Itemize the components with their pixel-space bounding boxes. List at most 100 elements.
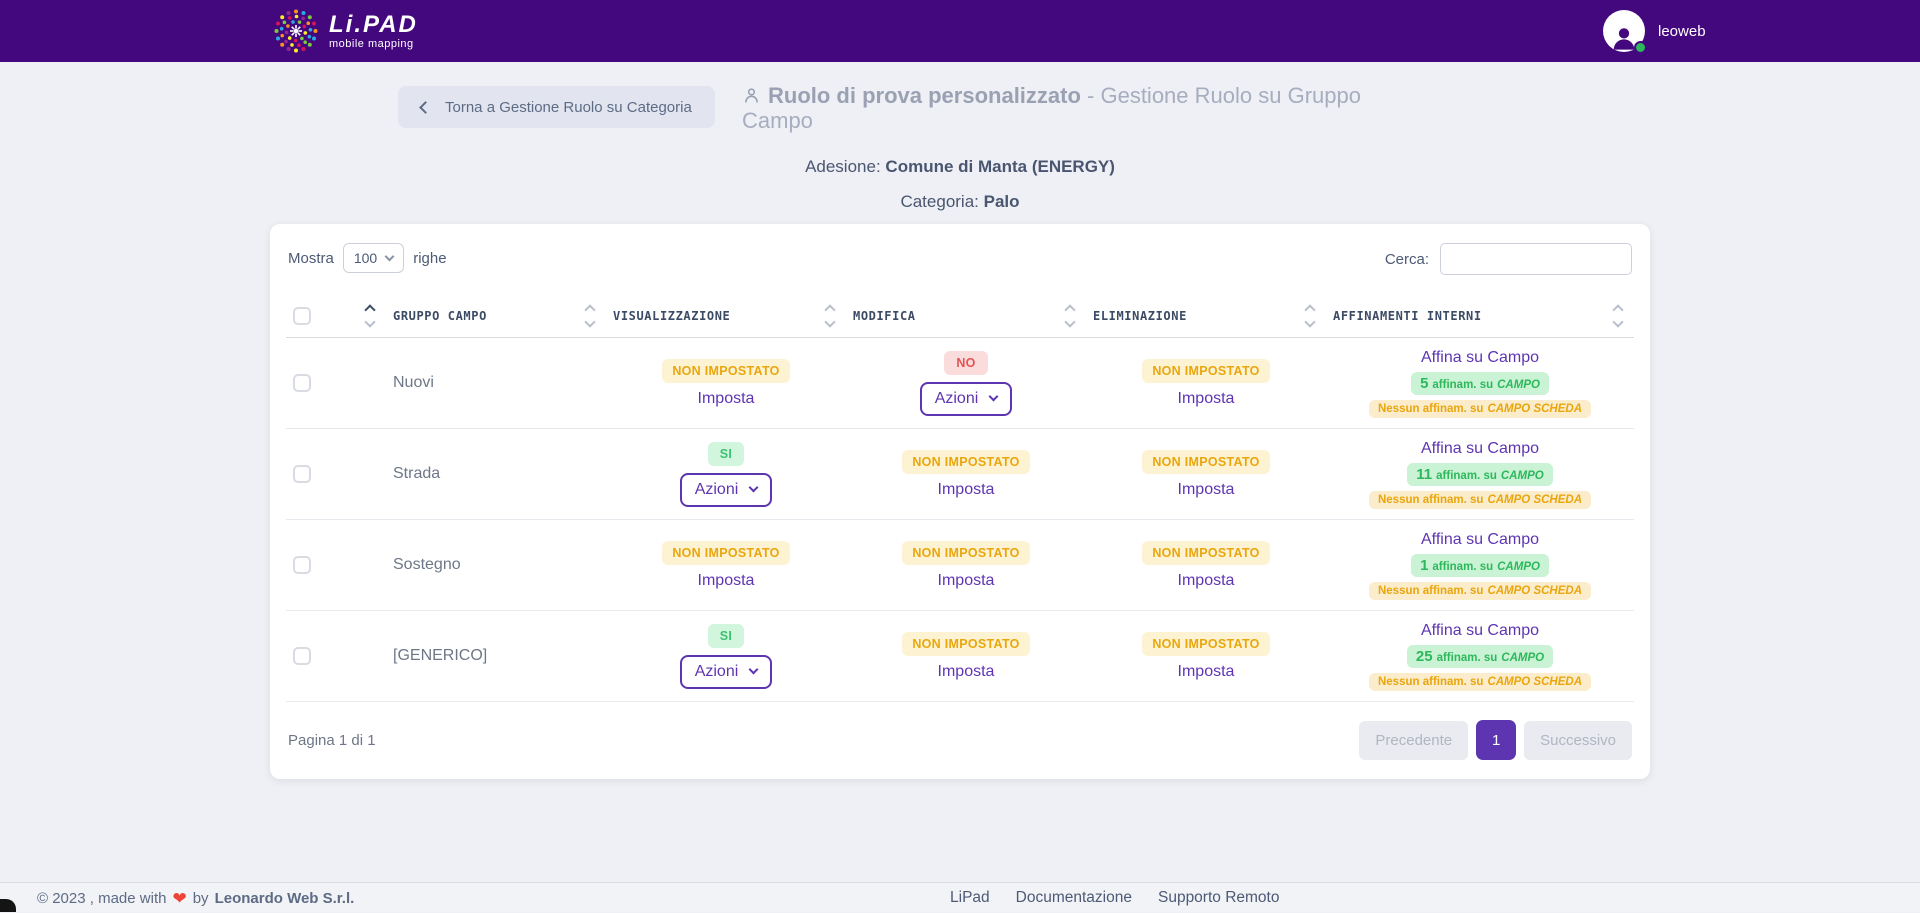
- affina-su-campo-link[interactable]: Affina su Campo: [1421, 439, 1539, 457]
- footer-link-lipad[interactable]: LiPad: [950, 889, 990, 906]
- sort-icons: [824, 303, 836, 328]
- chevron-down-icon: [988, 391, 999, 402]
- gruppo-campo-name: Sostegno: [393, 556, 461, 573]
- affinamenti-count: 1: [1420, 556, 1429, 574]
- table-header-row: GRUPPO CAMPO VISUALIZZAZIONE MODIFICA EL…: [286, 294, 1634, 338]
- copyright: © 2023 , made with ❤ by Leonardo Web S.r…: [37, 888, 355, 908]
- browser-statusbar-artifact: [0, 899, 16, 912]
- footer-link-documentazione[interactable]: Documentazione: [1015, 889, 1132, 906]
- imposta-link[interactable]: Imposta: [937, 571, 995, 589]
- imposta-link[interactable]: Imposta: [697, 389, 755, 407]
- header-eliminazione[interactable]: ELIMINAZIONE: [1086, 294, 1326, 337]
- table-row: Nuovi NON IMPOSTATO Imposta NO Azioni NO…: [286, 338, 1634, 429]
- sort-icons: [584, 303, 596, 328]
- header-gruppo-campo[interactable]: GRUPPO CAMPO: [386, 294, 606, 337]
- current-page-button[interactable]: 1: [1476, 720, 1517, 760]
- azioni-dropdown[interactable]: Azioni: [679, 654, 773, 689]
- row-checkbox[interactable]: [293, 374, 311, 392]
- chevron-down-icon: [748, 482, 759, 493]
- search-label: Cerca:: [1384, 250, 1429, 268]
- azioni-dropdown[interactable]: Azioni: [919, 381, 1013, 416]
- header-affinamenti-interni[interactable]: AFFINAMENTI INTERNI: [1326, 294, 1634, 337]
- affina-su-campo-link[interactable]: Affina su Campo: [1421, 348, 1539, 366]
- imposta-link[interactable]: Imposta: [937, 480, 995, 498]
- sort-desc-icon: [1612, 315, 1624, 328]
- table-controls: Mostra 100 righe Cerca:: [270, 224, 1650, 294]
- status-badge: SI: [707, 441, 745, 466]
- imposta-link[interactable]: Imposta: [697, 571, 755, 589]
- logo-title: Li.PAD: [329, 10, 418, 38]
- header-select-all[interactable]: [286, 294, 386, 337]
- imposta-link[interactable]: Imposta: [1177, 571, 1235, 589]
- status-badge: NON IMPOSTATO: [1142, 449, 1270, 474]
- page-size-value: 100: [353, 250, 378, 266]
- imposta-link[interactable]: Imposta: [1177, 662, 1235, 680]
- status-badge: NO: [944, 350, 988, 375]
- row-checkbox[interactable]: [293, 556, 311, 574]
- status-badge: NON IMPOSTATO: [902, 631, 1030, 656]
- row-checkbox[interactable]: [293, 465, 311, 483]
- status-badge: NON IMPOSTATO: [1142, 540, 1270, 565]
- sort-asc-icon: [1064, 303, 1076, 316]
- sort-icons: [364, 303, 376, 328]
- sort-desc-icon: [1304, 315, 1316, 328]
- affinamenti-count-badge: 1 affinam. su CAMPO: [1411, 553, 1549, 577]
- navbar: Li.PAD mobile mapping leoweb: [0, 0, 1920, 62]
- chevron-down-icon: [748, 664, 759, 675]
- affinamenti-count: 25: [1415, 647, 1433, 665]
- azioni-label: Azioni: [694, 662, 739, 680]
- sort-asc-icon: [364, 303, 376, 316]
- table-row: Sostegno NON IMPOSTATO Imposta NON IMPOS…: [286, 520, 1634, 611]
- azioni-dropdown[interactable]: Azioni: [679, 472, 773, 507]
- imposta-link[interactable]: Imposta: [937, 662, 995, 680]
- affina-su-campo-link[interactable]: Affina su Campo: [1421, 530, 1539, 548]
- sort-asc-icon: [1612, 303, 1624, 316]
- affina-su-campo-link[interactable]: Affina su Campo: [1421, 621, 1539, 639]
- affinamenti-count: 5: [1420, 374, 1429, 392]
- no-affinamenti-badge: Nessun affinam. su CAMPO SCHEDA: [1368, 490, 1591, 509]
- chevron-left-icon: [419, 100, 432, 114]
- azioni-label: Azioni: [694, 480, 739, 498]
- person-outline-icon: [745, 88, 758, 103]
- gruppo-campo-name: [GENERICO]: [393, 647, 488, 664]
- avatar[interactable]: [1603, 10, 1645, 52]
- imposta-link[interactable]: Imposta: [1177, 389, 1235, 407]
- page-title-suffix: - Gestione Ruolo su Gruppo Campo: [742, 83, 1361, 133]
- header-modifica[interactable]: MODIFICA: [846, 294, 1086, 337]
- online-status-dot: [1634, 41, 1647, 54]
- page-size-control: Mostra 100 righe: [288, 243, 447, 273]
- azioni-label: Azioni: [934, 389, 979, 407]
- footer-link-supporto-remoto[interactable]: Supporto Remoto: [1157, 889, 1280, 906]
- page-title: Ruolo di prova personalizzato - Gestione…: [742, 83, 1397, 133]
- no-affinamenti-badge: Nessun affinam. su CAMPO SCHEDA: [1368, 672, 1591, 691]
- company-name: Leonardo Web S.r.l.: [214, 889, 355, 907]
- pagination-info: Pagina 1 di 1: [288, 731, 376, 749]
- gruppo-campo-name: Nuovi: [393, 374, 434, 391]
- back-to-category-button[interactable]: Torna a Gestione Ruolo su Categoria: [398, 86, 715, 128]
- no-affinamenti-badge: Nessun affinam. su CAMPO SCHEDA: [1368, 581, 1591, 600]
- row-checkbox[interactable]: [293, 647, 311, 665]
- gruppo-campo-name: Strada: [393, 465, 441, 482]
- imposta-link[interactable]: Imposta: [1177, 480, 1235, 498]
- sort-icons: [1304, 303, 1316, 328]
- affinamenti-count-badge: 5 affinam. su CAMPO: [1411, 371, 1549, 395]
- sort-asc-icon: [824, 303, 836, 316]
- status-badge: NON IMPOSTATO: [1142, 631, 1270, 656]
- user-menu[interactable]: leoweb: [1603, 10, 1706, 54]
- role-name: Ruolo di prova personalizzato: [768, 83, 1081, 108]
- app-logo[interactable]: Li.PAD mobile mapping: [272, 7, 418, 55]
- search-input[interactable]: [1440, 243, 1632, 275]
- page-size-select[interactable]: 100: [342, 243, 405, 273]
- adesione-value: Comune di Manta (ENERGY): [885, 157, 1115, 176]
- previous-page-button[interactable]: Precedente: [1359, 720, 1469, 760]
- table-row: Strada SI Azioni NON IMPOSTATO Imposta N…: [286, 429, 1634, 520]
- column-label: ELIMINAZIONE: [1093, 308, 1187, 323]
- header-visualizzazione[interactable]: VISUALIZZAZIONE: [606, 294, 846, 337]
- next-page-button[interactable]: Successivo: [1524, 720, 1632, 760]
- status-badge: NON IMPOSTATO: [902, 540, 1030, 565]
- select-all-checkbox[interactable]: [293, 306, 311, 325]
- table-row: [GENERICO] SI Azioni NON IMPOSTATO Impos…: [286, 611, 1634, 702]
- status-badge: NON IMPOSTATO: [1142, 358, 1270, 383]
- back-button-label: Torna a Gestione Ruolo su Categoria: [445, 98, 692, 116]
- categoria-value: Palo: [983, 192, 1020, 211]
